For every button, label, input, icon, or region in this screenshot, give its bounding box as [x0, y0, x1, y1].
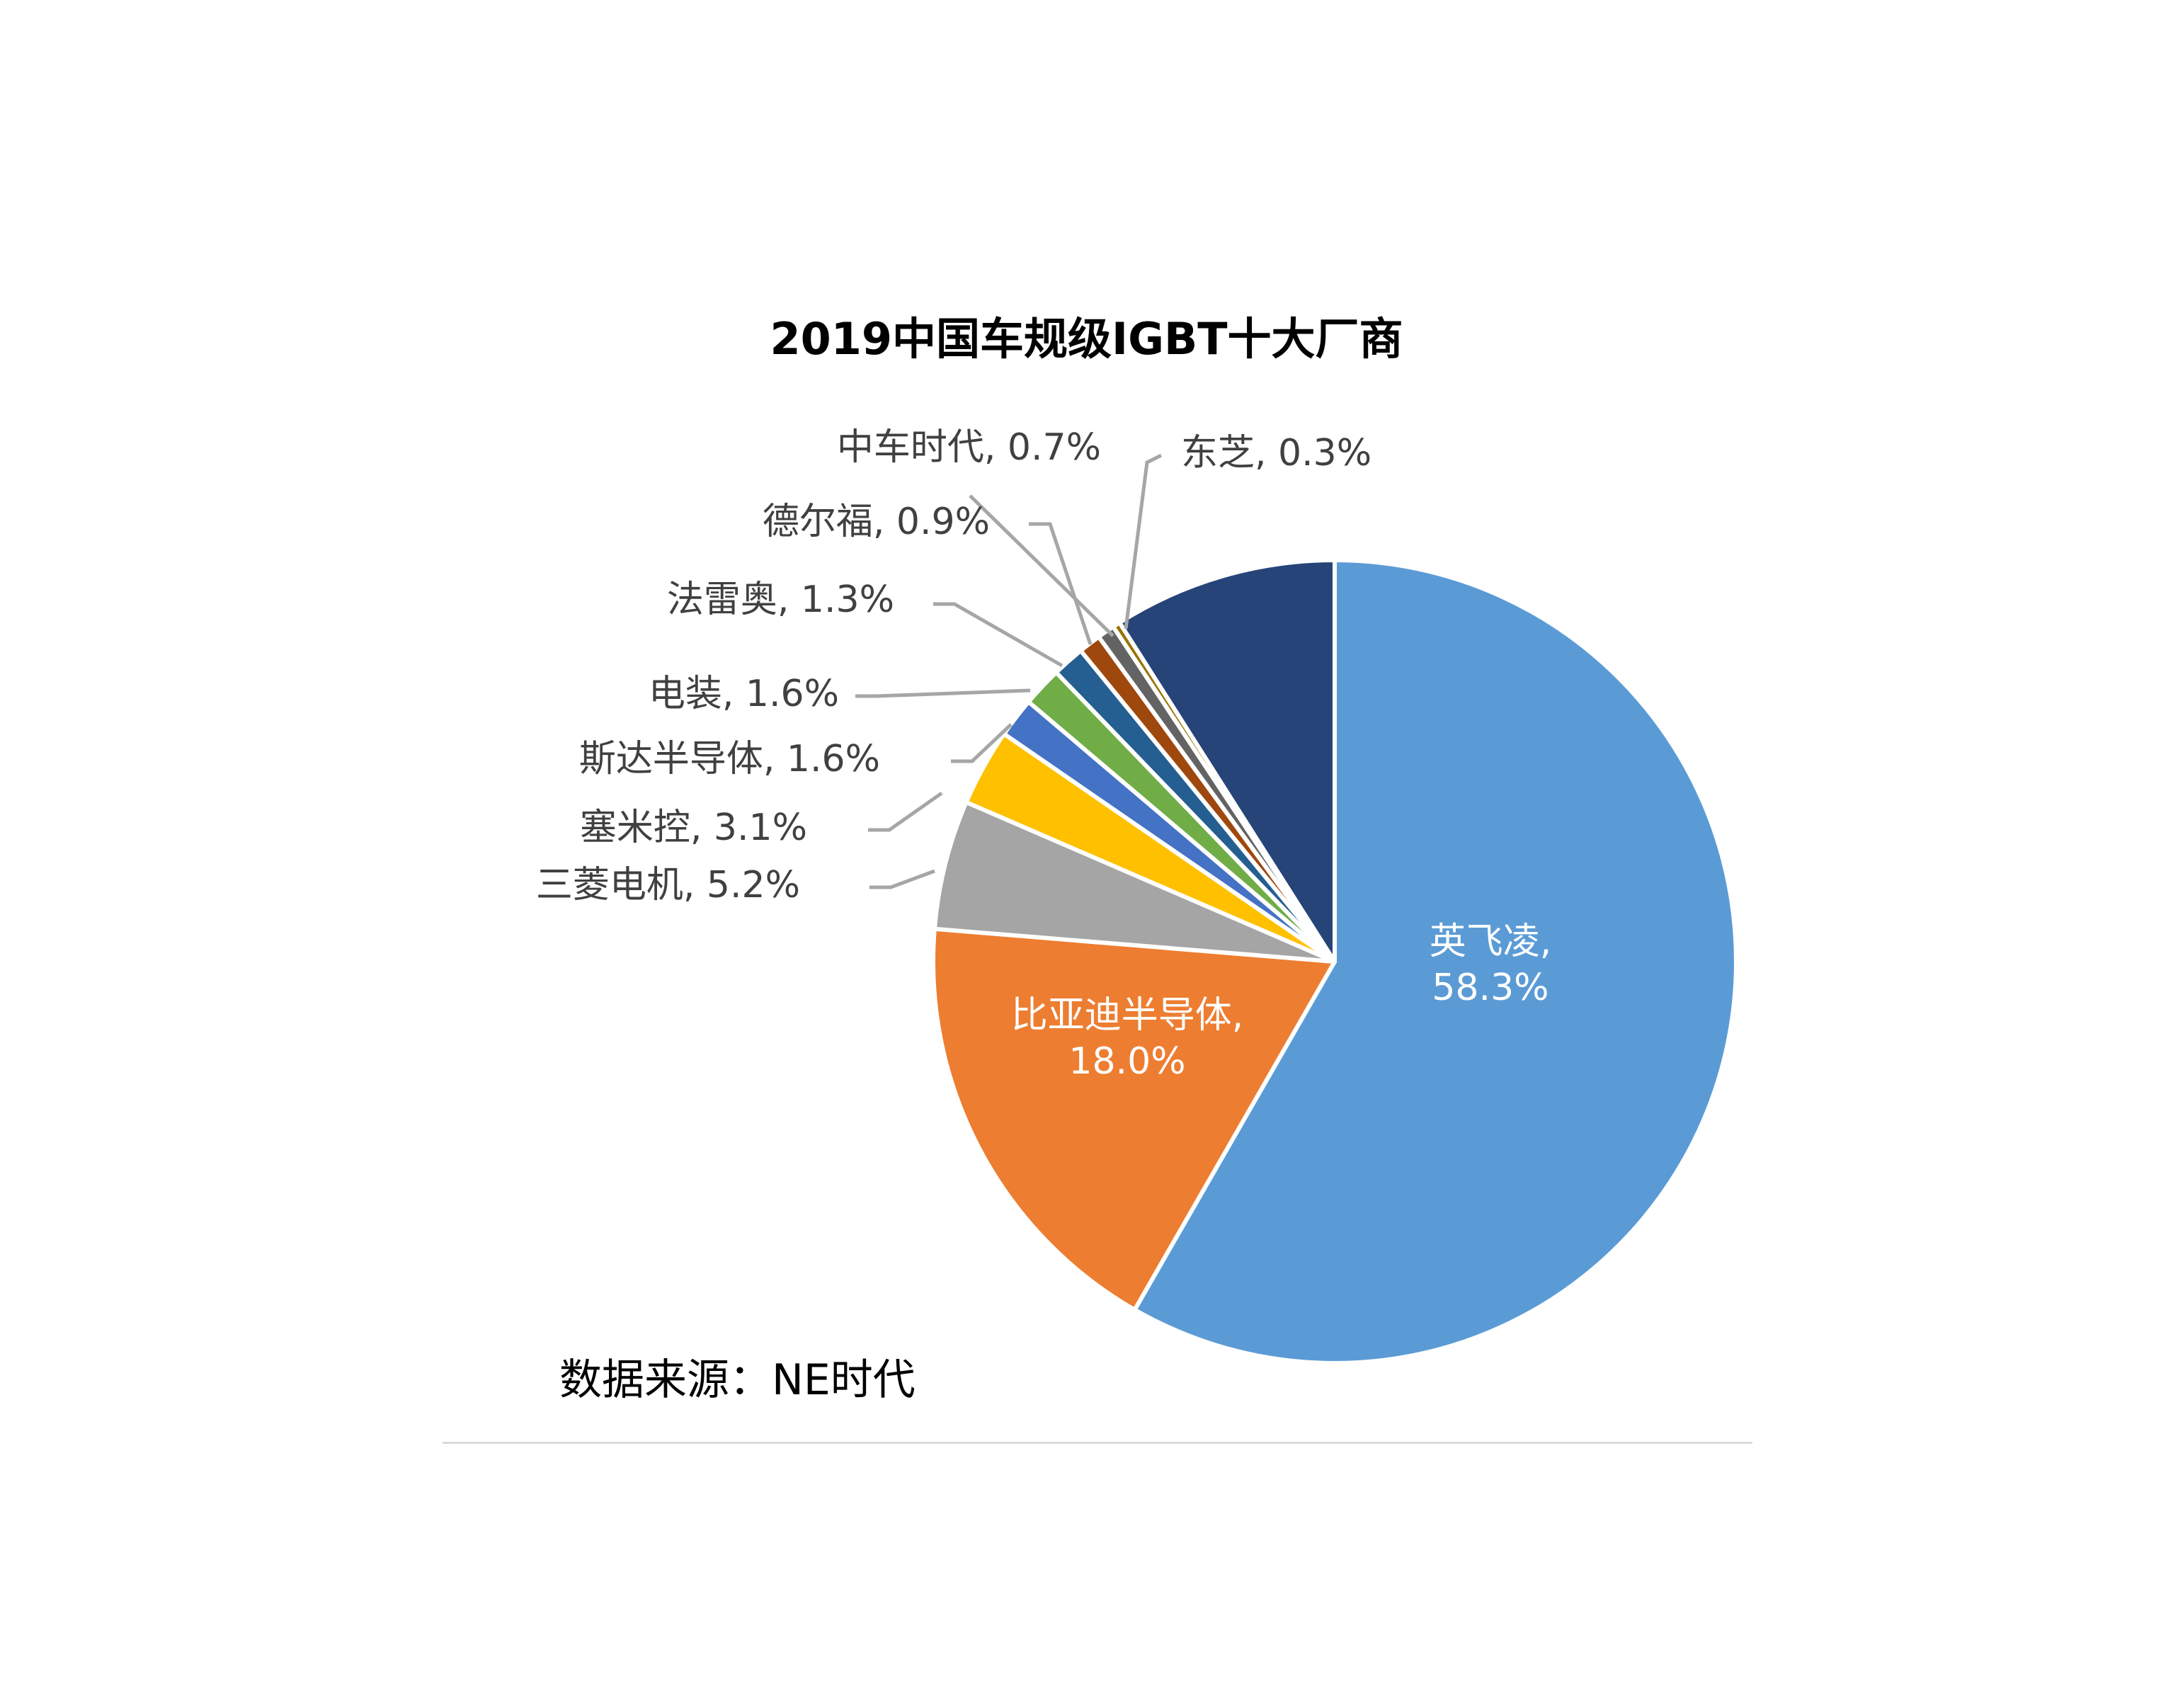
slice-value-label-1: 18.0% [1068, 1040, 1185, 1083]
leader-line-5 [855, 688, 1031, 698]
slice-labels: 英飞凌,58.3% 比亚迪半导体,18.0% 三菱电机, 5.2% 塞米控, 3.1%… [536, 426, 1551, 1083]
slice-label-0: 英飞凌, [1430, 921, 1552, 963]
pie-slices [931, 558, 1738, 1365]
bottom-divider [443, 1442, 1752, 1444]
leader-line-7 [1029, 522, 1093, 645]
pie-slice-10 [1117, 558, 1337, 964]
leader-line-2 [869, 869, 935, 889]
slice-label-6: 法雷奥, 1.3% [667, 579, 894, 621]
slice-label-3: 塞米控, 3.1% [580, 807, 807, 849]
slice-label-9: 东芝, 0.3% [1181, 432, 1371, 474]
slice-label-7: 德尔福, 0.9% [763, 501, 990, 543]
source-note: 数据来源：NE时代 [559, 1355, 916, 1405]
pie-slice-1 [931, 926, 1337, 1312]
slice-label-5: 电装, 1.6% [649, 673, 839, 715]
chart-title: 2019中国车规级IGBT十大厂商 [770, 313, 1403, 365]
pie-slice-0 [1132, 558, 1738, 1365]
leader-line-3 [868, 791, 943, 832]
leader-line-9 [1124, 453, 1163, 630]
leader-lines [855, 453, 1163, 889]
leader-line-4 [951, 723, 1013, 763]
slice-label-1: 比亚迪半导体, [1011, 994, 1244, 1037]
leader-line-8 [969, 494, 1114, 637]
slice-label-4: 斯达半导体, 1.6% [579, 738, 880, 780]
pie-slice-2 [932, 799, 1337, 964]
slice-value-label-0: 58.3% [1432, 967, 1549, 1009]
leader-line-6 [933, 602, 1063, 668]
slice-label-8: 中车时代, 0.7% [837, 426, 1101, 469]
slice-label-2: 三菱电机, 5.2% [536, 864, 800, 906]
